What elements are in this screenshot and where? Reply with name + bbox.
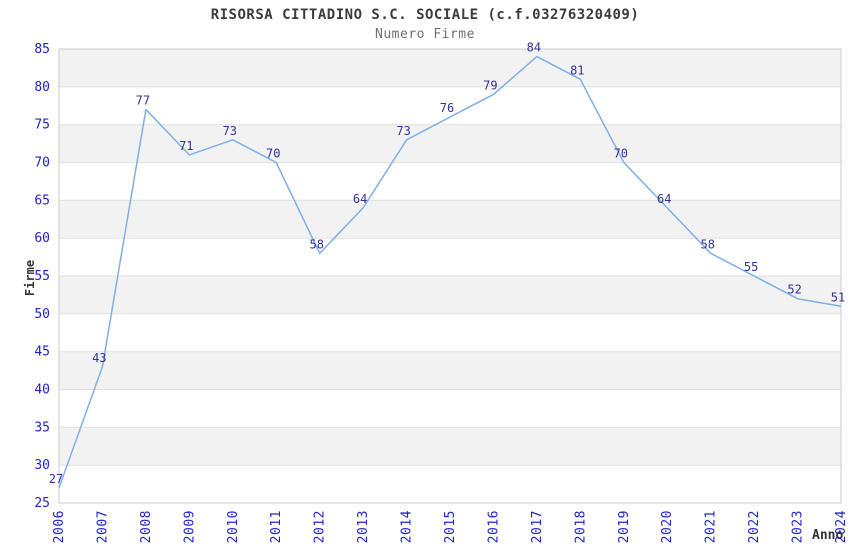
x-tick-label: 2013 bbox=[356, 510, 371, 543]
grid-band bbox=[59, 427, 841, 466]
point-label: 81 bbox=[570, 63, 584, 77]
y-tick-label: 40 bbox=[34, 383, 50, 398]
point-label: 58 bbox=[700, 237, 714, 251]
grid-band bbox=[59, 276, 841, 314]
point-label: 79 bbox=[483, 78, 497, 92]
point-label: 52 bbox=[787, 283, 801, 297]
point-label: 73 bbox=[396, 124, 410, 138]
x-tick-label: 2007 bbox=[95, 510, 110, 543]
point-label: 55 bbox=[744, 260, 758, 274]
y-tick-label: 30 bbox=[34, 458, 50, 473]
y-tick-label: 65 bbox=[34, 193, 50, 208]
x-tick-label: 2019 bbox=[617, 510, 632, 543]
point-label: 64 bbox=[353, 192, 367, 206]
x-tick-label: 2008 bbox=[139, 510, 154, 543]
x-tick-label: 2014 bbox=[400, 510, 415, 543]
y-tick-label: 60 bbox=[34, 231, 50, 246]
y-tick-label: 50 bbox=[34, 307, 50, 322]
point-label: 27 bbox=[49, 472, 63, 486]
grid-band bbox=[59, 351, 841, 390]
x-tick-label: 2016 bbox=[486, 510, 501, 543]
x-tick-label: 2011 bbox=[269, 510, 284, 543]
point-label: 73 bbox=[223, 124, 237, 138]
x-tick-label: 2009 bbox=[182, 510, 197, 543]
point-label: 51 bbox=[831, 290, 845, 304]
y-tick-label: 35 bbox=[34, 420, 50, 435]
y-tick-label: 80 bbox=[34, 80, 50, 95]
x-tick-label: 2022 bbox=[747, 510, 762, 543]
y-tick-label: 45 bbox=[34, 345, 50, 360]
point-label: 76 bbox=[440, 101, 454, 115]
x-tick-label: 2023 bbox=[791, 510, 806, 543]
point-label: 71 bbox=[179, 139, 193, 153]
x-tick-label: 2015 bbox=[443, 510, 458, 543]
y-tick-label: 25 bbox=[34, 496, 50, 511]
point-label: 58 bbox=[309, 237, 323, 251]
grid-band bbox=[59, 124, 841, 163]
x-tick-label: 2006 bbox=[52, 510, 67, 543]
x-tick-label: 2017 bbox=[530, 510, 545, 543]
y-tick-label: 85 bbox=[34, 42, 50, 57]
point-label: 77 bbox=[136, 94, 150, 108]
plot-border bbox=[58, 48, 842, 504]
point-label: 43 bbox=[92, 351, 106, 365]
point-label: 70 bbox=[614, 147, 628, 161]
point-label: 84 bbox=[527, 41, 541, 55]
x-tick-label: 2021 bbox=[704, 510, 719, 543]
x-tick-label: 2018 bbox=[573, 510, 588, 543]
y-tick-label: 75 bbox=[34, 118, 50, 133]
y-tick-label: 70 bbox=[34, 156, 50, 171]
x-tick-label: 2024 bbox=[834, 510, 849, 543]
chart-title: RISORSA CITTADINO S.C. SOCIALE (c.f.0327… bbox=[210, 7, 640, 23]
point-label: 70 bbox=[266, 147, 280, 161]
x-tick-label: 2012 bbox=[313, 510, 328, 543]
series-line bbox=[58, 55, 842, 489]
x-tick-label: 2020 bbox=[660, 510, 675, 543]
x-tick-label: 2010 bbox=[226, 510, 241, 543]
x-axis-title: Anno bbox=[812, 528, 844, 543]
chart-subtitle: Numero Firme bbox=[375, 27, 475, 42]
y-tick-label: 55 bbox=[34, 269, 50, 284]
grid-band bbox=[59, 49, 841, 87]
grid-band bbox=[59, 200, 841, 239]
point-label: 64 bbox=[657, 192, 671, 206]
